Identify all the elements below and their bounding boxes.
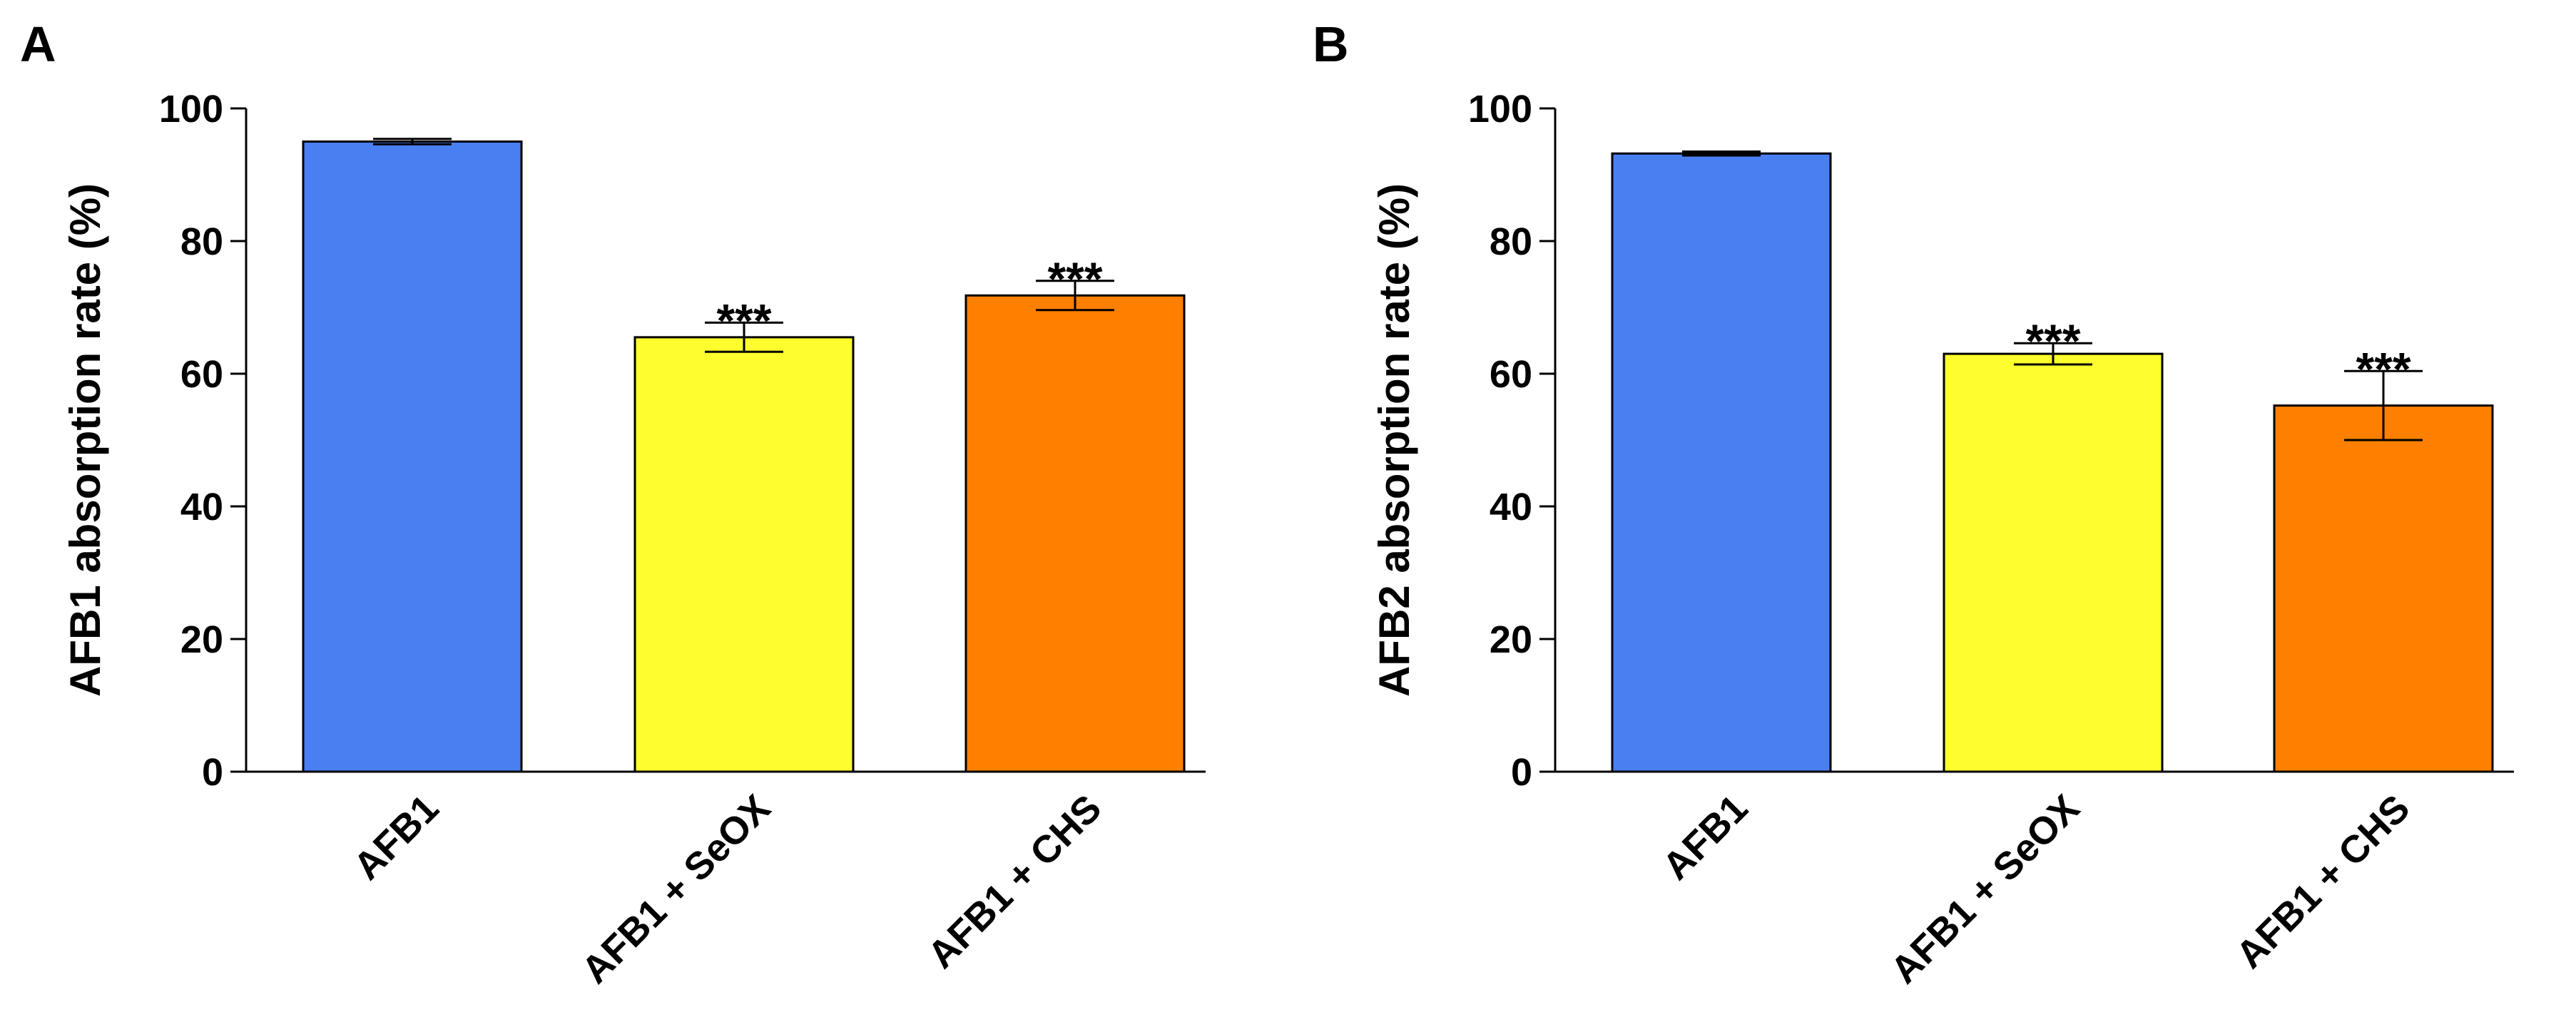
y-axis-label: AFB1 absorption rate (%) [61,183,109,697]
y-axis-label: AFB2 absorption rate (%) [1370,183,1418,697]
significance-marker: *** [2356,342,2410,395]
y-tick-label: 100 [1468,88,1532,131]
y-tick-label: 80 [1490,220,1532,263]
y-tick-label: 60 [180,353,223,396]
bar [1943,352,2164,773]
y-tick-label: 40 [1490,486,1532,528]
x-tick-label: AFB1 [1654,787,1756,888]
y-tick-label: 40 [180,486,223,528]
bar [964,294,1186,773]
panel-label: B [1313,16,1349,72]
x-tick-label: AFB1 + CHS [2228,787,2418,976]
chart-panel-b: B 0 20 40 60 80 100 AFB2 absorption rate (%) AFB… [1313,16,2514,992]
bar [2273,404,2494,773]
bar [633,336,855,773]
y-tick-label: 20 [180,618,223,661]
bar [1611,152,1832,773]
chart-panel-a: A 0 20 40 60 80 100 AFB1 absorption rate (%) AFB… [20,16,1206,992]
x-tick-label: AFB1 + SeOX [1883,787,2088,992]
y-tick-label: 0 [202,751,223,794]
y-tick-label: 20 [1490,618,1532,661]
significance-marker: *** [1047,252,1102,305]
x-tick-label: AFB1 + CHS [920,787,1109,976]
x-tick-label: AFB1 + SeOX [574,787,779,992]
bar [302,141,523,773]
x-tick-label: AFB1 [345,787,447,888]
y-tick-label: 80 [180,220,223,263]
y-tick-label: 0 [1511,751,1532,794]
significance-marker: *** [2025,315,2080,367]
y-tick-label: 60 [1490,353,1532,396]
panel-label: A [20,16,56,72]
y-tick-label: 100 [159,88,223,131]
significance-marker: *** [716,294,771,347]
